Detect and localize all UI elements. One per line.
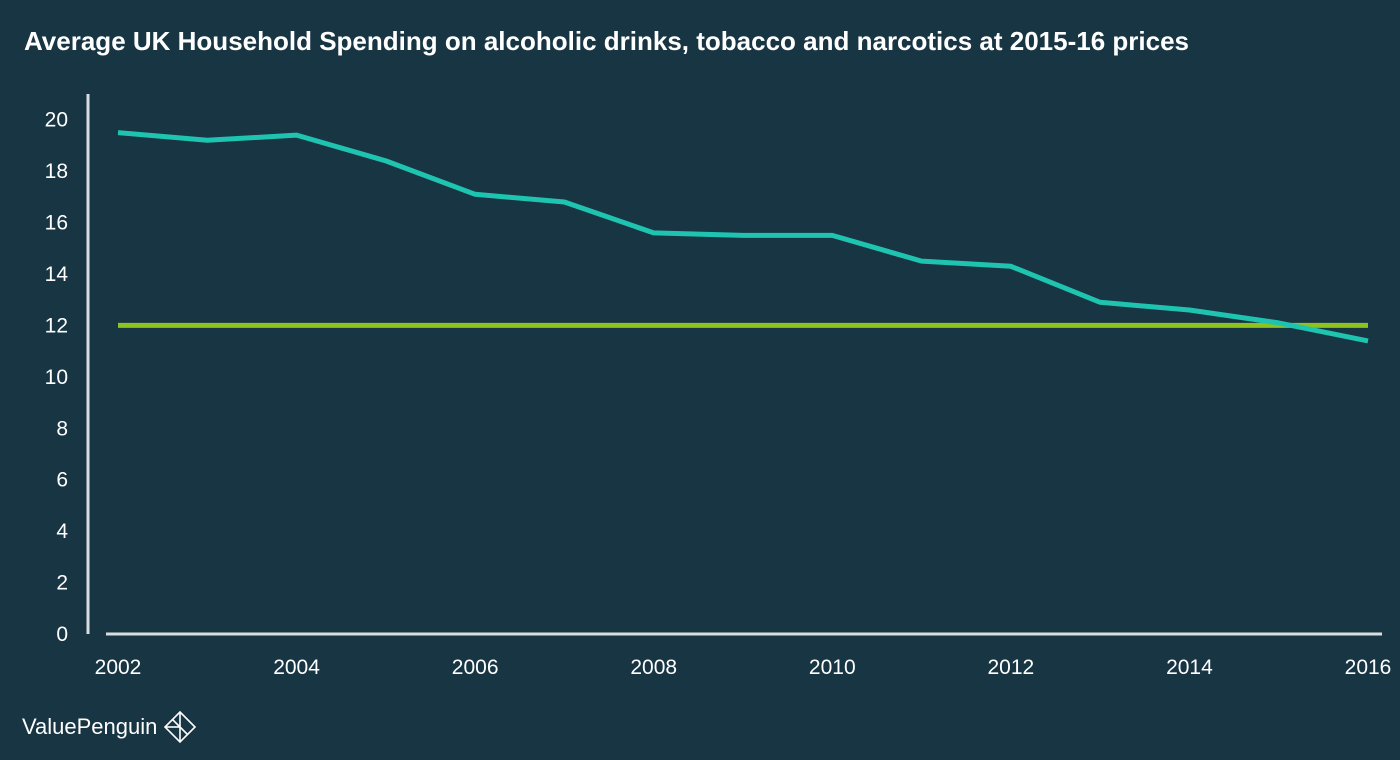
x-tick-label: 2006: [452, 656, 499, 679]
y-tick-label: 6: [56, 469, 68, 492]
y-tick-label: 14: [45, 263, 69, 286]
brand-name: ValuePenguin: [22, 714, 158, 739]
y-tick-label: 12: [45, 314, 68, 337]
x-tick-label: 2014: [1166, 656, 1213, 679]
brand-logo: ValuePenguin: [22, 710, 197, 744]
x-tick-label: 2002: [95, 656, 142, 679]
spending-series-line: [117, 130, 1369, 344]
chart-title: Average UK Household Spending on alcohol…: [24, 26, 1190, 56]
y-tick-label: 20: [45, 109, 68, 132]
y-tick-label: 4: [56, 520, 68, 543]
x-tick-label: 2012: [987, 656, 1034, 679]
y-tick-label: 0: [56, 623, 68, 646]
line-chart: 0 2 4 6 8 10 12 14 16 18 20 2002 2004 2006 2008 2010 201…: [45, 94, 1392, 679]
penguin-logo-icon: [163, 710, 197, 744]
y-tick-label: 16: [45, 212, 68, 235]
y-tick-label: 8: [56, 417, 68, 440]
x-tick-label: 2004: [273, 656, 320, 679]
y-tick-label: 2: [56, 572, 68, 595]
x-tick-label: 2010: [809, 656, 856, 679]
y-tick-label: 18: [45, 160, 68, 183]
x-tick-label: 2016: [1345, 656, 1392, 679]
x-tick-label: 2008: [630, 656, 677, 679]
y-tick-label: 10: [45, 366, 68, 389]
